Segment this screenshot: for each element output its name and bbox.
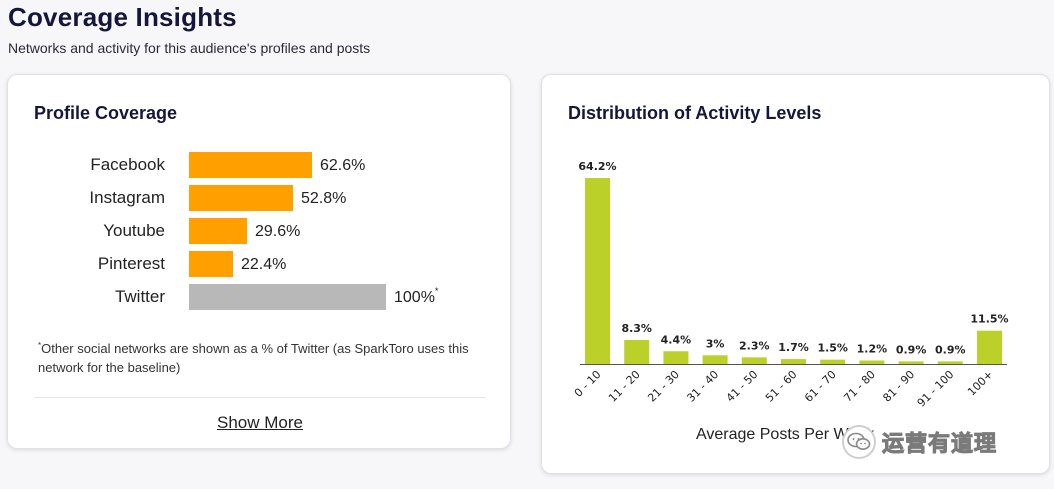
- watermark: 运营有道理: [842, 424, 997, 460]
- bar-value-label: 0.9%: [896, 343, 927, 356]
- divider: [34, 397, 486, 398]
- footnote-mark: *: [38, 341, 42, 350]
- network-label: Instagram: [89, 188, 165, 207]
- activity-bar: [663, 351, 689, 364]
- coverage-row-pinterest: Pinterest 22.4%: [8, 251, 508, 277]
- x-tick-label: 21 - 30: [645, 368, 682, 405]
- coverage-bar: [189, 152, 312, 178]
- bar-value-label: 1.5%: [817, 342, 848, 355]
- x-axis-title: Average Posts Per Week: [696, 426, 875, 443]
- bar-value-label: 2.3%: [739, 339, 770, 352]
- x-tick-label: 91 - 100: [915, 368, 957, 410]
- activity-bar: [898, 361, 924, 364]
- activity-bar: [859, 360, 885, 364]
- x-tick-label: 100+: [965, 368, 996, 399]
- coverage-row-youtube: Youtube 29.6%: [8, 218, 508, 244]
- coverage-row-instagram: Instagram 52.8%: [8, 185, 508, 211]
- coverage-footnote: *Other social networks are shown as a % …: [38, 339, 498, 377]
- activity-bar: [781, 359, 806, 364]
- coverage-bar: [189, 218, 247, 244]
- network-label: Pinterest: [97, 254, 165, 273]
- bar-value-label: 8.3%: [621, 322, 652, 335]
- x-tick-label: 51 - 60: [763, 368, 800, 405]
- activity-bar: [585, 178, 610, 364]
- page-subtitle: Networks and activity for this audience'…: [8, 40, 371, 56]
- activity-bar: [937, 361, 963, 364]
- coverage-bar: [189, 185, 293, 211]
- coverage-bar: [189, 251, 233, 277]
- coverage-value: 62.6%: [320, 157, 366, 174]
- wechat-icon: [842, 425, 876, 459]
- x-tick-label: 81 - 90: [880, 368, 917, 405]
- profile-coverage-title: Profile Coverage: [34, 103, 178, 123]
- coverage-row-facebook: Facebook 62.6%: [8, 152, 508, 178]
- watermark-text: 运营有道理: [881, 432, 998, 458]
- x-tick-label: 61 - 70: [802, 368, 839, 405]
- activity-bar: [624, 339, 650, 364]
- activity-levels-card: Distribution of Activity Levels 64.2% 0 -…: [541, 74, 1050, 474]
- x-tick-label: 11 - 20: [606, 368, 643, 405]
- activity-bar-chart: 64.2% 0 - 10 8.3% 11 - 20 4.4% 21 - 30 3% 31 - …: [572, 160, 1009, 443]
- x-tick-label: 0 - 10: [572, 368, 604, 400]
- coverage-value: 100%*: [394, 286, 439, 307]
- network-label: Facebook: [90, 155, 165, 174]
- activity-bar: [741, 357, 767, 364]
- coverage-value: 22.4%: [241, 256, 287, 273]
- x-tick-label: 31 - 40: [684, 368, 721, 405]
- activity-bar: [702, 355, 728, 364]
- footnote-text: Other social networks are shown as a % o…: [38, 341, 469, 375]
- show-more-link[interactable]: Show More: [217, 413, 303, 432]
- x-tick-label: 71 - 80: [841, 368, 878, 405]
- coverage-row-twitter: Twitter 100%*: [8, 284, 508, 310]
- page-title: Coverage Insights: [8, 2, 237, 32]
- footnote-mark: *: [434, 286, 439, 296]
- activity-levels-title: Distribution of Activity Levels: [568, 103, 822, 123]
- activity-bar: [820, 359, 846, 364]
- coverage-bar: [189, 284, 386, 310]
- coverage-value-text: 100%: [394, 289, 435, 306]
- bar-value-label: 0.9%: [935, 343, 966, 356]
- bar-value-label: 4.4%: [661, 333, 692, 346]
- coverage-value: 29.6%: [255, 223, 301, 240]
- bar-value-label: 1.7%: [778, 341, 809, 354]
- coverage-value: 52.8%: [301, 190, 347, 207]
- network-label: Twitter: [114, 287, 165, 306]
- profile-coverage-card: Profile Coverage Facebook 62.6% Instagra…: [7, 74, 511, 449]
- x-tick-label: 41 - 50: [724, 368, 761, 405]
- bar-value-label: 11.5%: [970, 313, 1008, 326]
- bar-value-label: 3%: [706, 337, 725, 350]
- network-label: Youtube: [103, 221, 165, 240]
- bar-value-label: 1.2%: [857, 343, 888, 356]
- bar-value-label: 64.2%: [578, 160, 616, 173]
- activity-bar: [977, 330, 1002, 364]
